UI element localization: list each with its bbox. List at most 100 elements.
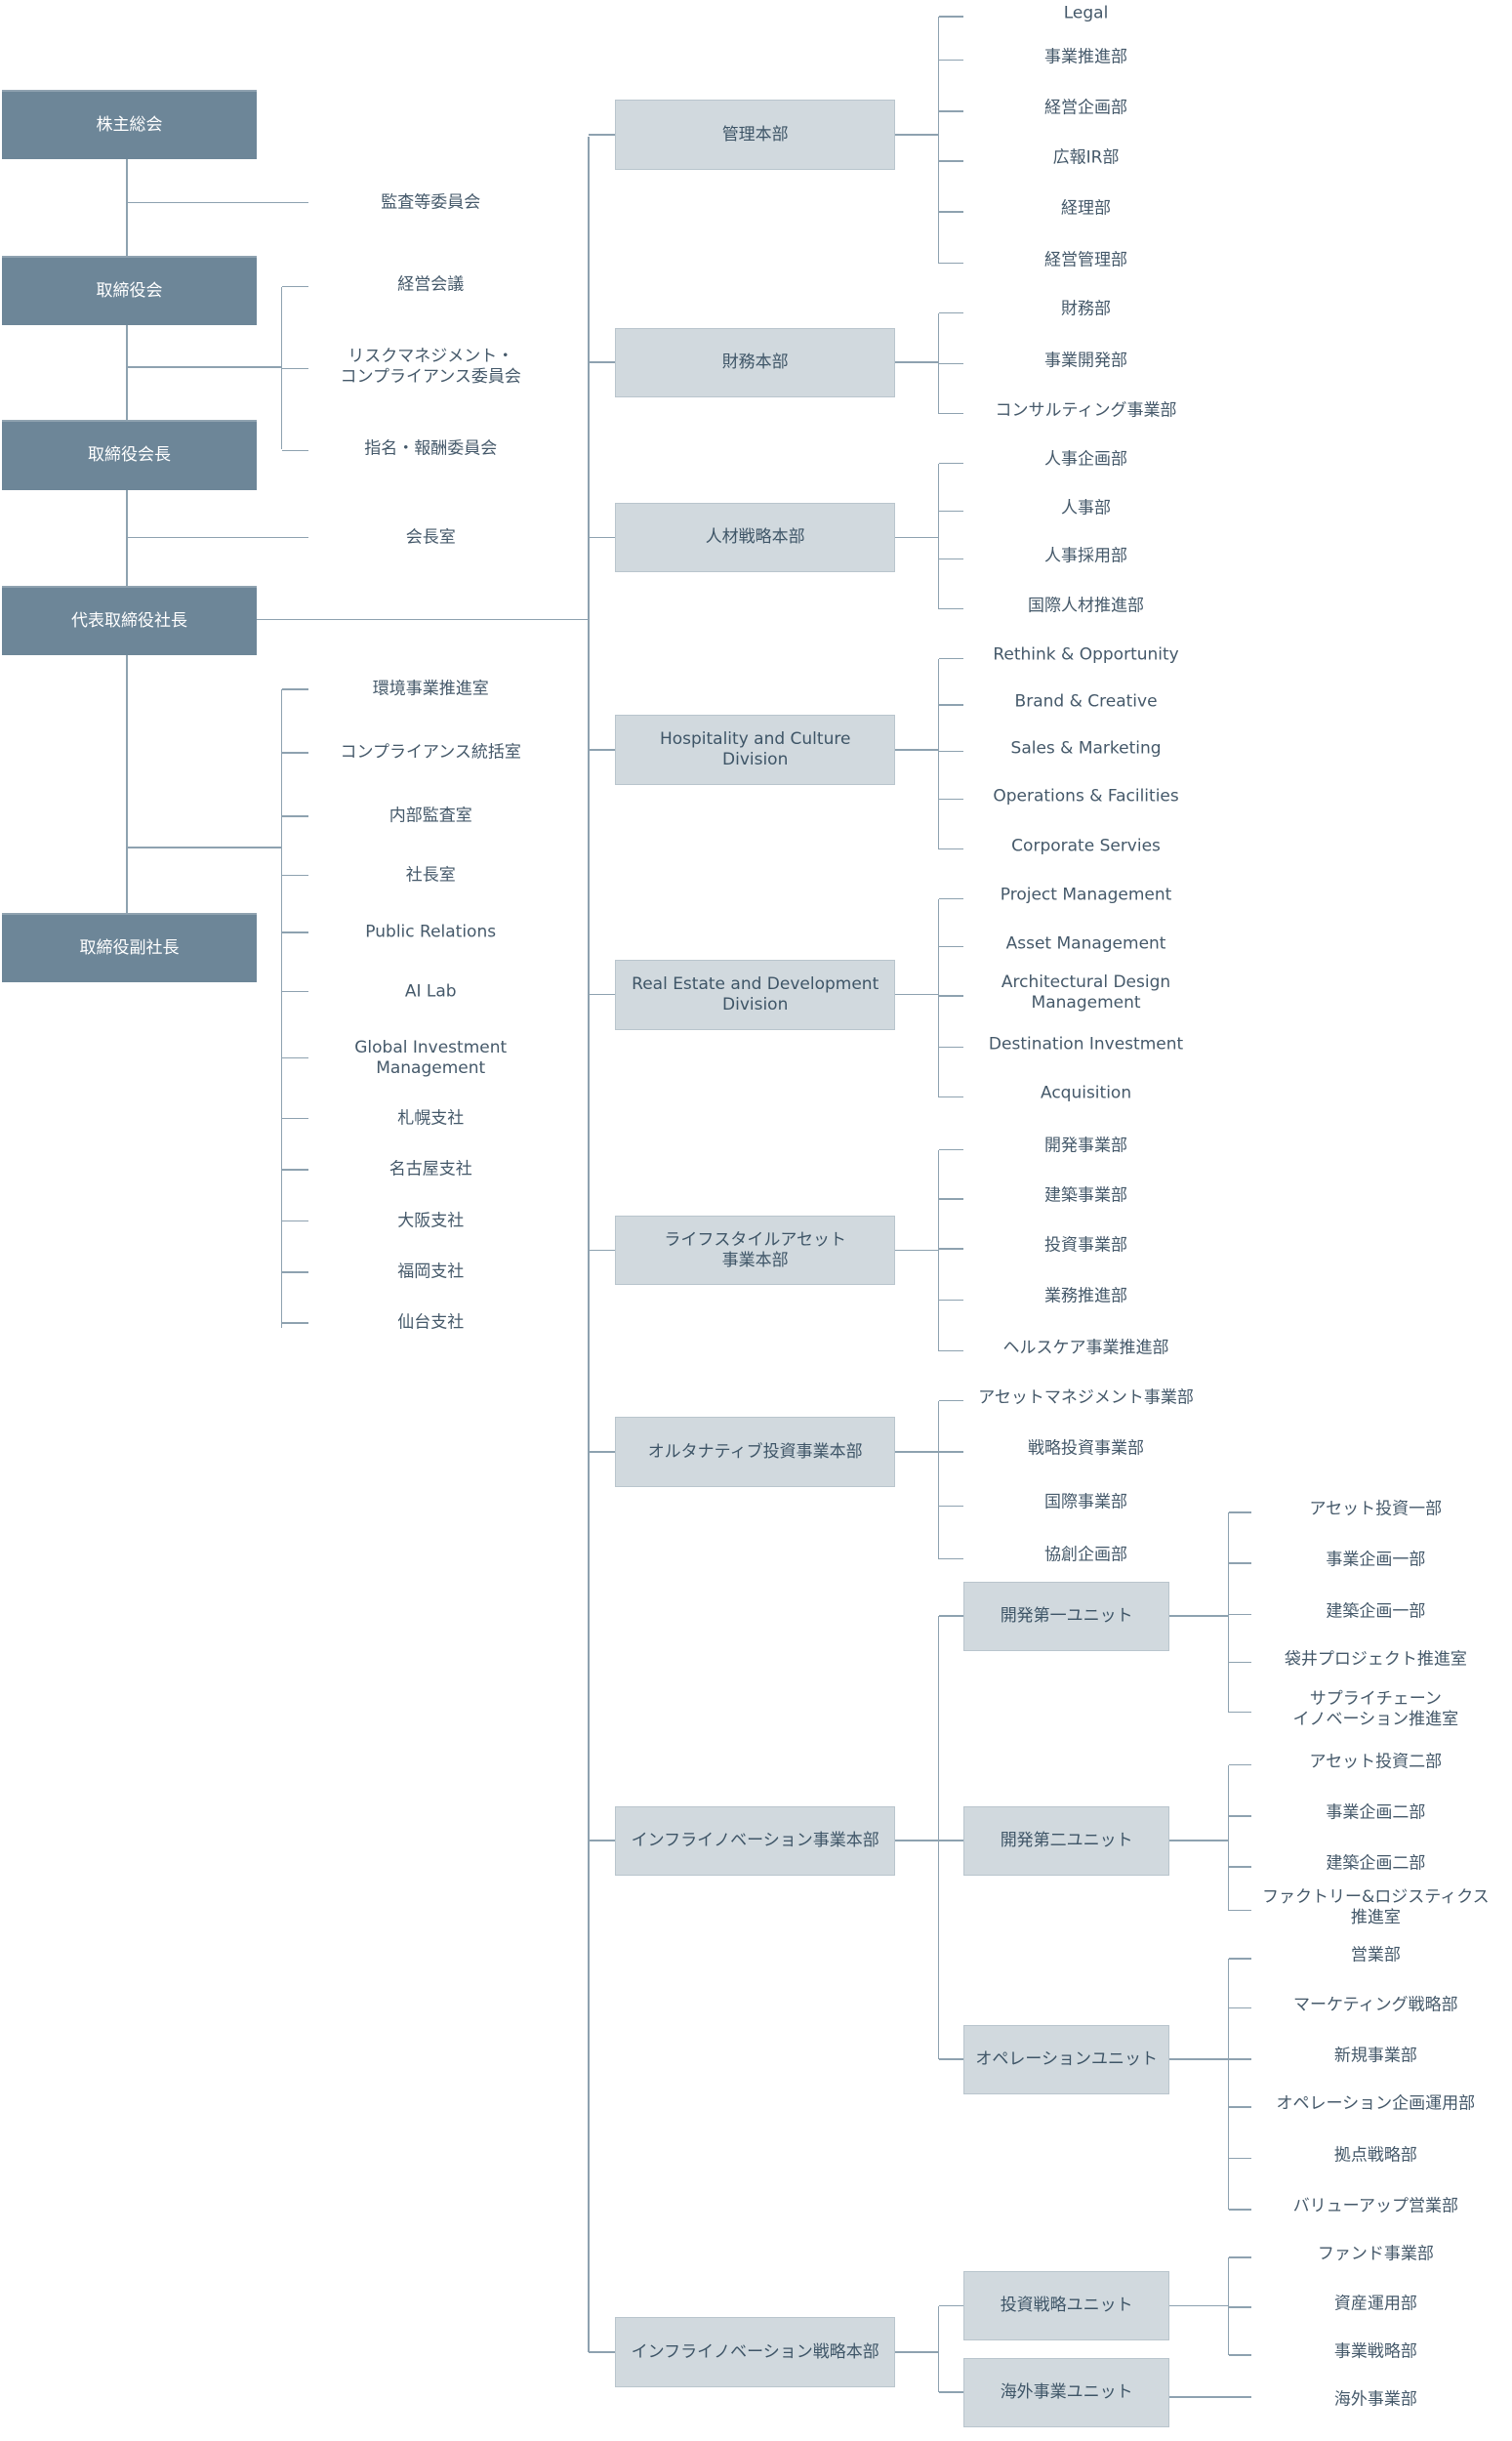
division-box[interactable]: インフライノベーション戦略本部: [615, 2317, 896, 2387]
department-item[interactable]: 国際人材推進部: [1028, 596, 1145, 616]
department-item[interactable]: Architectural Design Management: [1001, 972, 1171, 1014]
connector-line: [938, 1840, 964, 1841]
division-box[interactable]: 管理本部: [615, 100, 896, 170]
department-item[interactable]: 広報IR部: [1052, 147, 1120, 168]
executive-box[interactable]: 取締役会長: [1, 420, 258, 490]
department-item[interactable]: Rethink & Opportunity: [993, 644, 1179, 665]
department-item[interactable]: 事業企画二部: [1326, 1802, 1426, 1823]
division-box[interactable]: インフライノベーション事業本部: [615, 1805, 896, 1877]
department-item[interactable]: ヘルスケア事業推進部: [1002, 1338, 1169, 1358]
department-item[interactable]: ファンド事業部: [1317, 2244, 1434, 2264]
office-item[interactable]: 名古屋支社: [388, 1159, 472, 1179]
office-item[interactable]: 大阪支社: [397, 1211, 465, 1231]
office-item[interactable]: Global Investment Management: [354, 1037, 508, 1078]
department-item[interactable]: 営業部: [1350, 1945, 1401, 1965]
department-item[interactable]: Project Management: [1000, 885, 1172, 905]
connector-line: [938, 848, 964, 850]
department-item[interactable]: Acquisition: [1040, 1083, 1132, 1103]
department-item[interactable]: 人事企画部: [1044, 449, 1128, 470]
department-item[interactable]: 海外事業部: [1333, 2389, 1417, 2410]
department-item[interactable]: バリューアップ営業部: [1292, 2196, 1458, 2216]
department-item[interactable]: オペレーション企画運用部: [1276, 2093, 1476, 2114]
department-item[interactable]: アセット投資一部: [1309, 1499, 1443, 1519]
department-item[interactable]: Sales & Marketing: [1010, 738, 1162, 759]
office-item[interactable]: 環境事業推進室: [372, 679, 489, 699]
executive-box[interactable]: 代表取締役社長: [1, 585, 258, 656]
connector-line: [1169, 2396, 1252, 2398]
office-item[interactable]: AI Lab: [404, 981, 457, 1002]
department-item[interactable]: 事業推進部: [1044, 47, 1128, 67]
committee-item[interactable]: 経営会議: [397, 274, 465, 295]
department-item[interactable]: Operations & Facilities: [993, 786, 1179, 807]
division-box[interactable]: 財務本部: [615, 327, 896, 398]
office-item[interactable]: コンプライアンス統括室: [340, 742, 521, 763]
connector-line: [938, 110, 964, 112]
office-item[interactable]: Public Relations: [365, 922, 497, 942]
department-item[interactable]: Asset Management: [1005, 933, 1166, 954]
department-item[interactable]: 人事採用部: [1044, 546, 1128, 566]
department-item[interactable]: 開発事業部: [1044, 1136, 1128, 1156]
executive-box[interactable]: 株主総会: [1, 90, 258, 160]
connector-line: [938, 160, 964, 162]
committee-item[interactable]: 指名・報酬委員会: [364, 438, 498, 459]
department-item[interactable]: 事業企画一部: [1326, 1550, 1426, 1570]
executive-spine-line: [126, 159, 128, 913]
department-item[interactable]: ファクトリー&ロジスティクス 推進室: [1261, 1886, 1490, 1927]
unit-box[interactable]: オペレーションユニット: [963, 2024, 1170, 2094]
department-item[interactable]: 業務推進部: [1044, 1286, 1128, 1306]
division-box[interactable]: Hospitality and Culture Division: [615, 715, 896, 785]
connector-line: [281, 931, 308, 933]
department-item[interactable]: Destination Investment: [988, 1034, 1184, 1055]
department-item[interactable]: サプライチェーン イノベーション推進室: [1292, 1688, 1459, 1729]
office-item[interactable]: 内部監査室: [388, 806, 472, 826]
department-item[interactable]: 新規事業部: [1333, 2046, 1417, 2066]
department-item[interactable]: 建築企画二部: [1326, 1853, 1426, 1874]
office-item[interactable]: 札幌支社: [397, 1108, 465, 1129]
department-item[interactable]: アセット投資二部: [1309, 1752, 1443, 1772]
department-item[interactable]: 袋井プロジェクト推進室: [1284, 1649, 1467, 1670]
unit-box[interactable]: 開発第二ユニット: [963, 1805, 1170, 1877]
department-item[interactable]: コンサルティング事業部: [995, 400, 1177, 421]
office-item[interactable]: 仙台支社: [397, 1312, 465, 1333]
department-item[interactable]: 協創企画部: [1044, 1545, 1128, 1565]
committee-item[interactable]: 監査等委員会: [381, 192, 481, 213]
office-item[interactable]: 社長室: [405, 865, 456, 886]
department-item[interactable]: アセットマネジメント事業部: [978, 1387, 1194, 1408]
office-item[interactable]: 会長室: [405, 527, 456, 548]
department-item[interactable]: 戦略投資事業部: [1028, 1438, 1145, 1459]
department-item[interactable]: 経営企画部: [1044, 98, 1128, 118]
unit-box[interactable]: 投資戦略ユニット: [963, 2270, 1170, 2341]
department-item[interactable]: Legal: [1063, 3, 1109, 23]
department-item[interactable]: Corporate Servies: [1011, 836, 1161, 856]
department-item[interactable]: 経営管理部: [1044, 250, 1128, 270]
department-item[interactable]: 事業戦略部: [1333, 2341, 1417, 2362]
department-item[interactable]: Brand & Creative: [1014, 691, 1158, 712]
department-item[interactable]: 投資事業部: [1044, 1235, 1128, 1256]
department-item[interactable]: 国際事業部: [1044, 1492, 1128, 1512]
connector-line: [589, 2351, 616, 2353]
connector-line: [281, 1169, 308, 1171]
connector-line: [1228, 1866, 1252, 1868]
division-box[interactable]: オルタナティブ投資事業本部: [615, 1417, 896, 1487]
connector-line: [895, 749, 939, 751]
division-box[interactable]: 人材戦略本部: [615, 503, 896, 573]
department-item[interactable]: 建築事業部: [1044, 1185, 1128, 1206]
connector-line: [1228, 1511, 1252, 1513]
division-box[interactable]: ライフスタイルアセット 事業本部: [615, 1216, 896, 1286]
executive-box[interactable]: 取締役副社長: [1, 912, 258, 983]
department-item[interactable]: 事業開発部: [1044, 351, 1128, 371]
department-item[interactable]: 建築企画一部: [1326, 1601, 1426, 1622]
executive-box[interactable]: 取締役会: [1, 255, 258, 326]
unit-box[interactable]: 海外事業ユニット: [963, 2357, 1170, 2428]
department-item[interactable]: 財務部: [1061, 299, 1112, 319]
committee-item[interactable]: リスクマネジメント・ コンプライアンス委員会: [340, 347, 521, 388]
department-item[interactable]: 経理部: [1061, 198, 1112, 219]
bracket-line: [1227, 1512, 1230, 1713]
department-item[interactable]: マーケティング戦略部: [1293, 1995, 1458, 2015]
unit-box[interactable]: 開発第一ユニット: [963, 1581, 1170, 1652]
department-item[interactable]: 人事部: [1061, 498, 1112, 518]
department-item[interactable]: 拠点戦略部: [1333, 2145, 1417, 2166]
department-item[interactable]: 資産運用部: [1333, 2294, 1417, 2314]
office-item[interactable]: 福岡支社: [397, 1262, 465, 1282]
division-box[interactable]: Real Estate and Development Division: [615, 960, 896, 1030]
